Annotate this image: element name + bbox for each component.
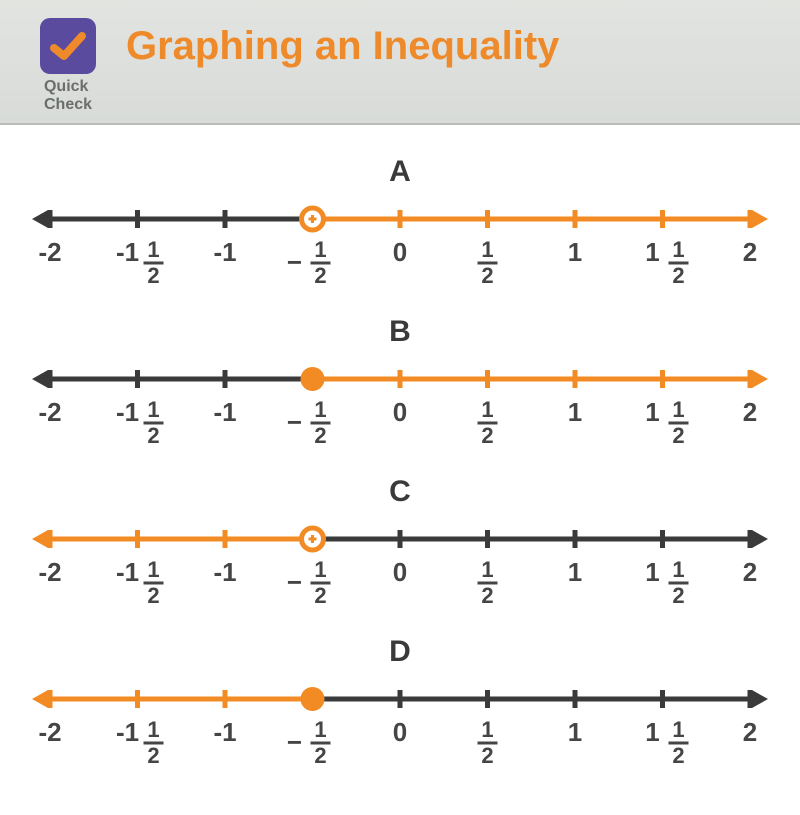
svg-text:1: 1 — [568, 397, 582, 427]
svg-text:1: 1 — [568, 717, 582, 747]
svg-text:2: 2 — [147, 583, 159, 608]
svg-text:1: 1 — [314, 237, 326, 262]
check-icon — [48, 26, 88, 66]
svg-text:2: 2 — [672, 423, 684, 448]
svg-text:1: 1 — [314, 717, 326, 742]
svg-text:−: − — [287, 727, 302, 757]
svg-text:−: − — [287, 247, 302, 277]
svg-text:1: 1 — [147, 717, 159, 742]
svg-text:2: 2 — [743, 397, 757, 427]
svg-text:2: 2 — [147, 423, 159, 448]
quick-check-badge: Quick Check — [40, 18, 96, 113]
svg-text:2: 2 — [314, 743, 326, 768]
svg-text:1: 1 — [481, 717, 493, 742]
svg-text:0: 0 — [393, 237, 407, 267]
svg-text:0: 0 — [393, 717, 407, 747]
svg-text:-2: -2 — [38, 717, 61, 747]
svg-text:-1: -1 — [116, 237, 139, 267]
svg-text:2: 2 — [743, 717, 757, 747]
svg-text:2: 2 — [481, 583, 493, 608]
svg-text:-1: -1 — [213, 237, 236, 267]
svg-text:-2: -2 — [38, 237, 61, 267]
svg-text:2: 2 — [743, 237, 757, 267]
svg-text:2: 2 — [672, 743, 684, 768]
numberlines-panel: A-2-112-1−1201211122B-2-112-1−1201211122… — [0, 123, 800, 815]
svg-text:2: 2 — [672, 263, 684, 288]
svg-text:2: 2 — [314, 263, 326, 288]
numberline-label: B — [20, 315, 780, 349]
svg-text:1: 1 — [645, 557, 659, 587]
svg-text:2: 2 — [314, 583, 326, 608]
numberline-d: D-2-112-1−1201211122 — [20, 635, 780, 781]
svg-text:1: 1 — [568, 237, 582, 267]
svg-text:2: 2 — [481, 423, 493, 448]
svg-text:-1: -1 — [116, 557, 139, 587]
svg-text:-1: -1 — [213, 557, 236, 587]
svg-text:−: − — [287, 567, 302, 597]
svg-text:1: 1 — [568, 557, 582, 587]
numberline-label: A — [20, 155, 780, 189]
svg-text:2: 2 — [147, 263, 159, 288]
svg-text:-1: -1 — [116, 717, 139, 747]
page-title: Graphing an Inequality — [126, 24, 559, 69]
numberline-c: C-2-112-1−1201211122 — [20, 475, 780, 621]
svg-text:2: 2 — [481, 263, 493, 288]
svg-text:1: 1 — [672, 397, 684, 422]
svg-text:1: 1 — [481, 237, 493, 262]
svg-text:2: 2 — [147, 743, 159, 768]
svg-text:1: 1 — [147, 237, 159, 262]
header: Quick Check Graphing an Inequality — [0, 0, 800, 123]
svg-text:1: 1 — [672, 717, 684, 742]
svg-text:1: 1 — [147, 397, 159, 422]
svg-text:2: 2 — [481, 743, 493, 768]
svg-text:2: 2 — [672, 583, 684, 608]
numberline-svg: -2-112-1−1201211122 — [20, 671, 780, 781]
svg-text:0: 0 — [393, 397, 407, 427]
svg-text:-2: -2 — [38, 397, 61, 427]
numberline-label: C — [20, 475, 780, 509]
svg-text:-1: -1 — [213, 717, 236, 747]
svg-text:-2: -2 — [38, 557, 61, 587]
badge-label-line2: Check — [44, 96, 92, 114]
badge-label-line1: Quick — [44, 78, 92, 96]
svg-text:1: 1 — [314, 397, 326, 422]
svg-text:−: − — [287, 407, 302, 437]
numberline-svg: -2-112-1−1201211122 — [20, 191, 780, 301]
svg-text:2: 2 — [743, 557, 757, 587]
svg-text:1: 1 — [314, 557, 326, 582]
svg-text:1: 1 — [147, 557, 159, 582]
svg-text:1: 1 — [645, 237, 659, 267]
numberline-label: D — [20, 635, 780, 669]
check-badge — [40, 18, 96, 74]
numberline-svg: -2-112-1−1201211122 — [20, 511, 780, 621]
svg-text:1: 1 — [672, 237, 684, 262]
svg-text:-1: -1 — [213, 397, 236, 427]
svg-text:1: 1 — [645, 717, 659, 747]
svg-text:-1: -1 — [116, 397, 139, 427]
svg-text:0: 0 — [393, 557, 407, 587]
svg-text:2: 2 — [314, 423, 326, 448]
svg-text:1: 1 — [481, 557, 493, 582]
svg-text:1: 1 — [672, 557, 684, 582]
svg-text:1: 1 — [481, 397, 493, 422]
numberline-b: B-2-112-1−1201211122 — [20, 315, 780, 461]
numberline-svg: -2-112-1−1201211122 — [20, 351, 780, 461]
numberline-a: A-2-112-1−1201211122 — [20, 155, 780, 301]
badge-label: Quick Check — [44, 78, 92, 113]
svg-text:1: 1 — [645, 397, 659, 427]
